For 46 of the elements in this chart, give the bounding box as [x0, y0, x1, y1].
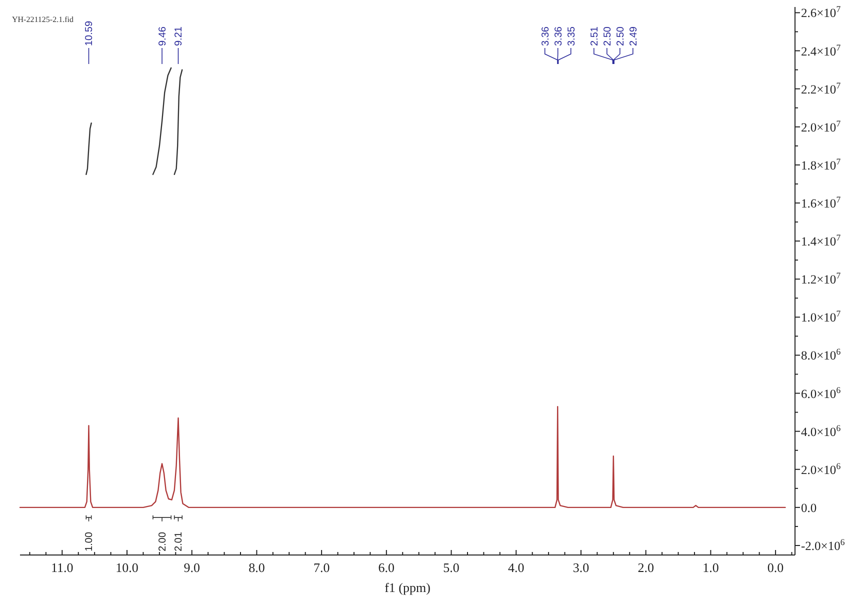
annotation: 2.50 [615, 26, 626, 46]
y-tick-label: 8.0×10$^{6}$ [801, 346, 842, 363]
y-tick-label: 1.6×10$^{7}$ [801, 194, 842, 210]
annotation: 2.01 [174, 532, 185, 552]
x-tick-label: 0.0 [767, 560, 784, 575]
line-series [19, 406, 786, 508]
annotation: 10.59 [84, 20, 96, 46]
annotation: 9.21 [174, 26, 185, 46]
annotation: 3.36 [553, 26, 564, 46]
x-tick-label: 6.0 [378, 560, 395, 575]
y-tick-label: 2.0×10$^{6}$ [801, 460, 842, 477]
y-tick-label: 0.0 [801, 500, 817, 515]
annotation: 3.36 [540, 26, 552, 46]
line-series [174, 69, 183, 176]
y-tick-label: 1.0×10$^{7}$ [801, 308, 842, 325]
y-tick-label: 2.2×10$^{7}$ [801, 80, 842, 96]
y-tick-label: 4.0×10$^{6}$ [801, 422, 842, 439]
line-series [86, 122, 92, 176]
annotation: 2.49 [628, 26, 640, 46]
y-tick-label: -2.0×10$^{6}$ [801, 536, 846, 553]
annotation: 9.46 [158, 26, 169, 46]
x-tick-label: 9.0 [184, 560, 200, 575]
x-tick-label: 11.0 [51, 560, 74, 575]
y-tick-label: 1.8×10$^{7}$ [801, 156, 842, 172]
x-tick-label: 7.0 [313, 560, 330, 575]
y-tick-label: 1.2×10$^{7}$ [801, 270, 842, 287]
annotation: 1.00 [84, 532, 96, 552]
y-tick-label: 2.4×10$^{7}$ [801, 42, 842, 58]
annotation: 2.51 [589, 26, 600, 46]
x-tick-label: 1.0 [702, 560, 719, 575]
y-tick-label: 2.6×10$^{7}$ [801, 4, 842, 20]
x-axis-title: f1 (ppm) [384, 580, 430, 595]
text: YH-221125-2.1.fid [12, 15, 74, 24]
x-tick-label: 4.0 [508, 560, 524, 575]
y-tick-label: 2.0×10$^{7}$ [801, 118, 842, 134]
x-tick-label: 10.0 [116, 560, 138, 575]
line-series [152, 67, 172, 176]
x-tick-label: 5.0 [443, 560, 460, 575]
y-tick-label: 1.4×10$^{7}$ [801, 232, 842, 249]
annotation: 2.50 [602, 26, 614, 46]
x-tick-label: 8.0 [248, 560, 265, 575]
annotation: 2.00 [158, 532, 169, 552]
y-tick-label: 6.0×10$^{6}$ [801, 384, 842, 401]
x-tick-label: 3.0 [572, 560, 590, 575]
annotation: 3.35 [566, 26, 578, 46]
x-tick-label: 2.0 [638, 560, 654, 575]
